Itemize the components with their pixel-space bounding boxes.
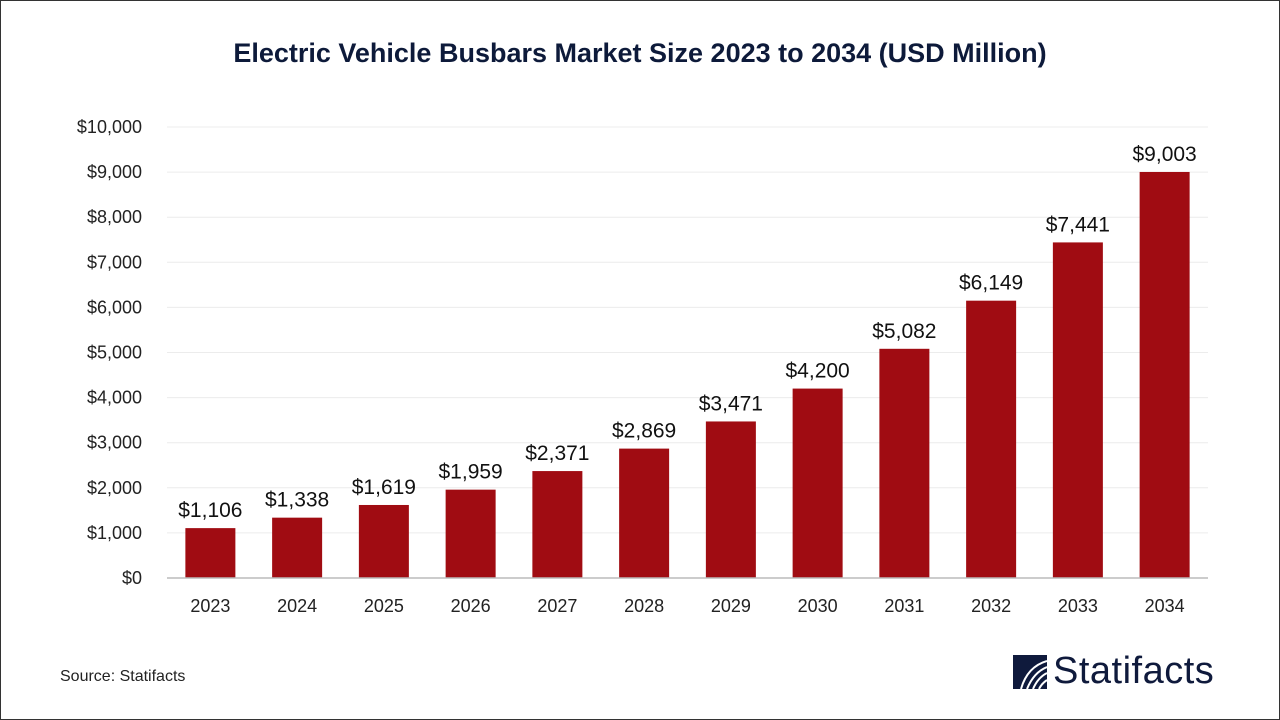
bar-2031	[879, 348, 930, 578]
statifacts-logo: Statifacts	[1013, 650, 1214, 693]
y-tick-label: $7,000	[87, 252, 142, 272]
bar-2026	[445, 489, 496, 578]
x-tick-label: 2028	[624, 596, 664, 616]
x-tick-label: 2031	[884, 596, 924, 616]
x-tick-label: 2027	[537, 596, 577, 616]
data-label: $1,106	[178, 499, 242, 522]
bar-2030	[792, 388, 843, 578]
y-tick-label: $3,000	[87, 433, 142, 453]
x-tick-label: 2029	[711, 596, 751, 616]
x-tick-label: 2025	[364, 596, 404, 616]
x-tick-label: 2030	[798, 596, 838, 616]
bar-2033	[1052, 242, 1103, 579]
y-tick-label: $2,000	[87, 478, 142, 498]
data-label: $4,200	[786, 360, 850, 383]
statifacts-logo-icon	[1013, 654, 1047, 689]
y-tick-label: $9,000	[87, 162, 142, 182]
x-tick-label: 2034	[1145, 596, 1185, 616]
bar-2028	[619, 448, 670, 578]
y-tick-label: $5,000	[87, 343, 142, 363]
data-label: $3,471	[699, 392, 763, 415]
y-tick-label: $8,000	[87, 207, 142, 227]
y-tick-label: $1,000	[87, 523, 142, 543]
y-tick-label: $10,000	[77, 117, 142, 137]
y-tick-label: $4,000	[87, 388, 142, 408]
source-note: Source: Statifacts	[60, 668, 186, 685]
chart-title: Electric Vehicle Busbars Market Size 202…	[233, 38, 1047, 68]
data-label: $2,371	[525, 442, 589, 465]
bar-2024	[272, 517, 323, 578]
data-label: $9,003	[1133, 143, 1197, 166]
bar-2027	[532, 471, 583, 578]
x-tick-label: 2033	[1058, 596, 1098, 616]
x-tick-label: 2024	[277, 596, 317, 616]
data-label: $2,869	[612, 420, 676, 443]
x-tick-label: 2032	[971, 596, 1011, 616]
x-tick-label: 2026	[451, 596, 491, 616]
data-label: $1,959	[439, 461, 503, 484]
bar-2034	[1139, 171, 1190, 578]
data-label: $1,619	[352, 476, 416, 499]
data-label: $7,441	[1046, 213, 1110, 236]
bar-2032	[966, 300, 1017, 578]
x-tick-label: 2023	[190, 596, 230, 616]
y-tick-label: $0	[122, 568, 142, 588]
logo-text: Statifacts	[1053, 650, 1215, 692]
bar-2029	[705, 421, 756, 578]
bar-2025	[358, 504, 409, 578]
data-label: $5,082	[872, 320, 936, 343]
data-label: $6,149	[959, 272, 1023, 295]
bar-2023	[185, 528, 236, 578]
y-tick-label: $6,000	[87, 297, 142, 317]
data-label: $1,338	[265, 489, 329, 512]
